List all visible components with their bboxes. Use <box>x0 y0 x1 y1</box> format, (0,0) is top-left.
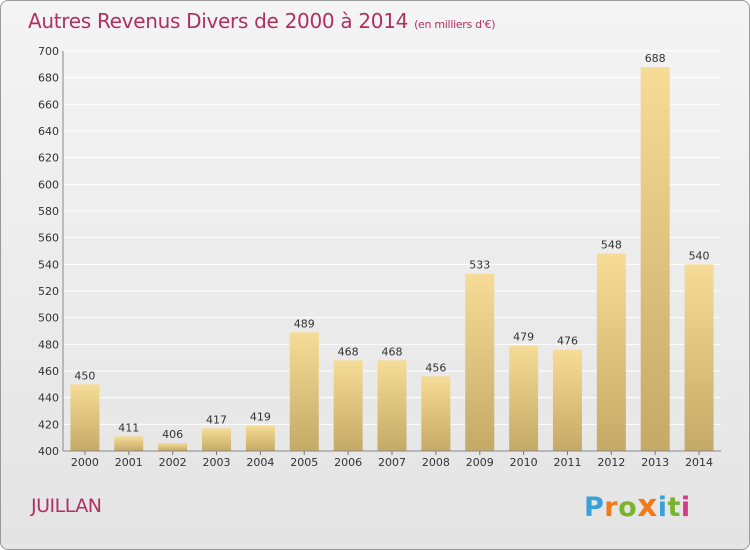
logo-letter: i <box>680 492 691 523</box>
proxiti-logo[interactable]: Proxiti <box>584 488 691 524</box>
bar-2005 <box>289 332 319 451</box>
y-tick-label: 460 <box>38 365 59 378</box>
x-axis-labels: 2000 2001 2002 2003 2004 2005 2006 2007 2008 2009… <box>71 451 713 469</box>
y-axis-labels: 400 420 440 460 480 500 520 540 560 580 600 620 640 6… <box>38 45 59 458</box>
bar-2002 <box>158 443 188 451</box>
value-label: 406 <box>162 428 183 441</box>
value-label: 419 <box>250 411 271 424</box>
y-tick-label: 680 <box>38 72 59 85</box>
title-unit: (en milliers d'€) <box>414 18 496 31</box>
x-tick-label: 2000 <box>71 456 99 469</box>
value-label: 489 <box>294 317 315 330</box>
y-tick-label: 480 <box>38 338 59 351</box>
value-label: 540 <box>689 249 710 262</box>
value-labels: 450 411 406 417 419 489 468 468 456 533 479 476 548 6… <box>74 52 709 441</box>
logo-letter: i <box>657 492 668 523</box>
bar-2000 <box>70 384 100 451</box>
value-label: 417 <box>206 413 227 426</box>
x-tick-label: 2014 <box>685 456 713 469</box>
bar-2013 <box>640 67 670 451</box>
value-label: 468 <box>338 345 359 358</box>
y-tick-label: 580 <box>38 205 59 218</box>
bar-2009 <box>465 273 495 451</box>
x-tick-label: 2008 <box>422 456 450 469</box>
logo-letter: x <box>637 488 658 524</box>
x-tick-label: 2006 <box>334 456 362 469</box>
value-label: 411 <box>118 421 139 434</box>
y-tick-label: 640 <box>38 125 59 138</box>
x-tick-label: 2001 <box>115 456 143 469</box>
bar-2006 <box>333 360 363 451</box>
x-tick-label: 2005 <box>290 456 318 469</box>
y-tick-label: 540 <box>38 258 59 271</box>
y-tick-label: 560 <box>38 232 59 245</box>
x-tick-label: 2013 <box>641 456 669 469</box>
logo-letter: r <box>604 492 619 523</box>
bar-2007 <box>377 360 407 451</box>
bars <box>70 67 714 451</box>
bar-2003 <box>202 428 232 451</box>
value-label: 548 <box>601 239 622 252</box>
title-text: Autres Revenus Divers de 2000 à 2014 <box>28 9 409 33</box>
chart-title: Autres Revenus Divers de 2000 à 2014 (en … <box>28 9 496 33</box>
bar-2001 <box>114 436 144 451</box>
city-name: JUILLAN <box>31 495 102 517</box>
bar-2004 <box>245 425 275 451</box>
x-tick-label: 2011 <box>553 456 581 469</box>
bar-2010 <box>509 345 539 451</box>
x-tick-label: 2004 <box>246 456 274 469</box>
x-tick-label: 2002 <box>159 456 187 469</box>
value-label: 688 <box>645 52 666 65</box>
value-label: 533 <box>469 259 490 272</box>
bar-2014 <box>684 264 714 451</box>
bar-2012 <box>596 253 626 451</box>
bar-2011 <box>552 349 582 451</box>
y-tick-label: 420 <box>38 418 59 431</box>
y-tick-label: 440 <box>38 392 59 405</box>
y-tick-label: 520 <box>38 285 59 298</box>
x-tick-label: 2003 <box>203 456 231 469</box>
y-tick-label: 620 <box>38 152 59 165</box>
logo-letter: t <box>667 492 681 523</box>
y-tick-label: 660 <box>38 98 59 111</box>
x-tick-label: 2007 <box>378 456 406 469</box>
value-label: 479 <box>513 331 534 344</box>
value-label: 450 <box>74 369 95 382</box>
value-label: 476 <box>557 335 578 348</box>
logo-letter: P <box>584 492 605 523</box>
x-tick-label: 2009 <box>466 456 494 469</box>
y-tick-label: 400 <box>38 445 59 458</box>
x-tick-label: 2012 <box>597 456 625 469</box>
value-label: 456 <box>425 361 446 374</box>
y-tick-label: 600 <box>38 178 59 191</box>
logo-letter: o <box>618 492 638 523</box>
y-tick-label: 700 <box>38 45 59 58</box>
y-tick-label: 500 <box>38 312 59 325</box>
axes <box>62 51 721 452</box>
value-label: 468 <box>382 345 403 358</box>
x-tick-label: 2010 <box>510 456 538 469</box>
bar-2008 <box>421 376 451 451</box>
